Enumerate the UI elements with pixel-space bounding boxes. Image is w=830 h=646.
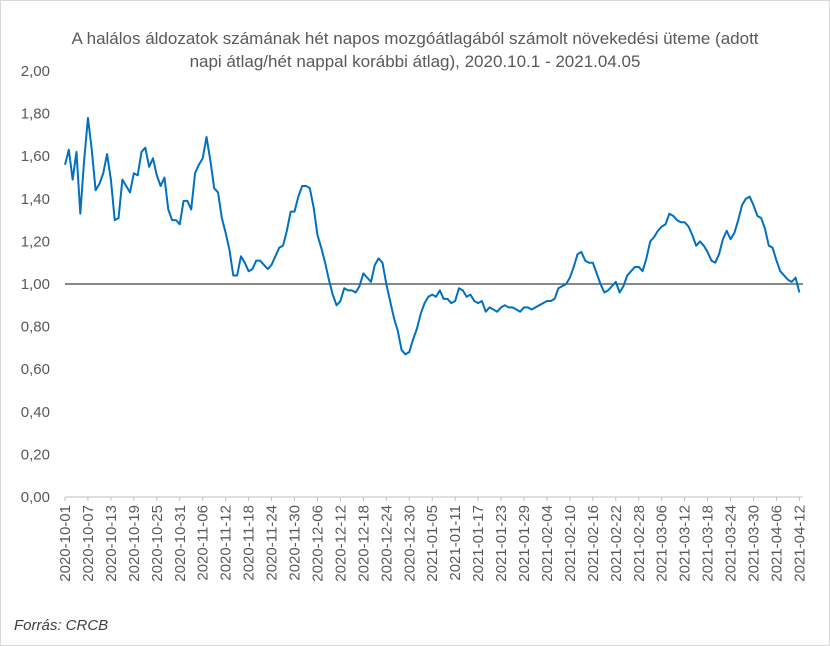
source-note: Forrás: CRCB [14, 617, 109, 634]
x-tick-label: 2021-04-12 [791, 505, 808, 582]
x-tick-label: 2020-12-12 [332, 505, 349, 582]
x-tick-label: 2021-03-06 [654, 505, 671, 582]
chart-title: A halálos áldozatok számának hét napos m… [71, 29, 759, 71]
y-tick-label: 1,60 [21, 148, 50, 165]
y-tick-label: 1,00 [21, 276, 50, 293]
x-tick-label: 2021-04-06 [768, 505, 785, 582]
x-tick-label: 2021-03-18 [700, 505, 717, 582]
x-axis-ticks: 2020-10-01 2020-10-07 2020-10-13 2020-10-19… [57, 497, 808, 582]
x-tick-label: 2021-01-23 [493, 505, 510, 582]
x-tick-label: 2021-02-22 [608, 505, 625, 582]
x-tick-label: 2020-10-31 [172, 505, 189, 582]
x-tick-label: 2021-02-28 [631, 505, 648, 582]
x-tick-label: 2020-11-30 [287, 505, 304, 581]
x-tick-label: 2020-12-30 [401, 505, 418, 582]
y-tick-label: 1,40 [21, 191, 50, 208]
x-tick-label: 2020-10-13 [103, 505, 120, 582]
x-tick-label: 2021-03-12 [677, 505, 694, 582]
y-tick-label: 0,40 [21, 404, 50, 421]
y-tick-label: 0,00 [21, 489, 50, 506]
x-tick-label: 2020-10-01 [57, 505, 74, 582]
x-tick-label: 2021-01-11 [447, 505, 464, 581]
x-tick-label: 2020-11-06 [195, 505, 212, 581]
x-tick-label: 2020-11-24 [264, 505, 281, 581]
x-tick-label: 2021-01-05 [424, 505, 441, 582]
x-tick-label: 2021-01-17 [470, 505, 487, 582]
y-tick-label: 1,20 [21, 233, 50, 250]
x-tick-label: 2021-02-04 [539, 505, 556, 582]
x-tick-label: 2020-10-19 [126, 505, 143, 582]
x-tick-label: 2020-12-18 [355, 505, 372, 582]
y-tick-label: 2,00 [21, 63, 50, 80]
y-tick-label: 0,60 [21, 361, 50, 378]
x-tick-label: 2021-02-10 [562, 505, 579, 582]
x-tick-label: 2021-02-16 [585, 505, 602, 582]
x-tick-label: 2020-10-25 [149, 505, 166, 582]
x-tick-label: 2021-03-30 [746, 505, 763, 582]
x-tick-label: 2020-11-12 [218, 505, 235, 581]
y-tick-label: 0,80 [21, 319, 50, 336]
y-tick-label: 0,20 [21, 446, 50, 463]
y-axis-ticks: 0,00 0,20 0,40 0,60 0,80 1,00 1,20 1,40 1,60 1,80… [21, 63, 50, 506]
x-tick-label: 2021-01-29 [516, 505, 533, 582]
x-tick-label: 2020-11-18 [241, 505, 258, 581]
x-tick-label: 2020-12-24 [378, 505, 395, 582]
growth-rate-line [64, 116, 801, 356]
x-tick-label: 2021-03-24 [723, 505, 740, 582]
x-tick-label: 2020-10-07 [80, 505, 97, 582]
x-tick-label: 2020-12-06 [309, 505, 326, 582]
y-tick-label: 1,80 [21, 106, 50, 123]
